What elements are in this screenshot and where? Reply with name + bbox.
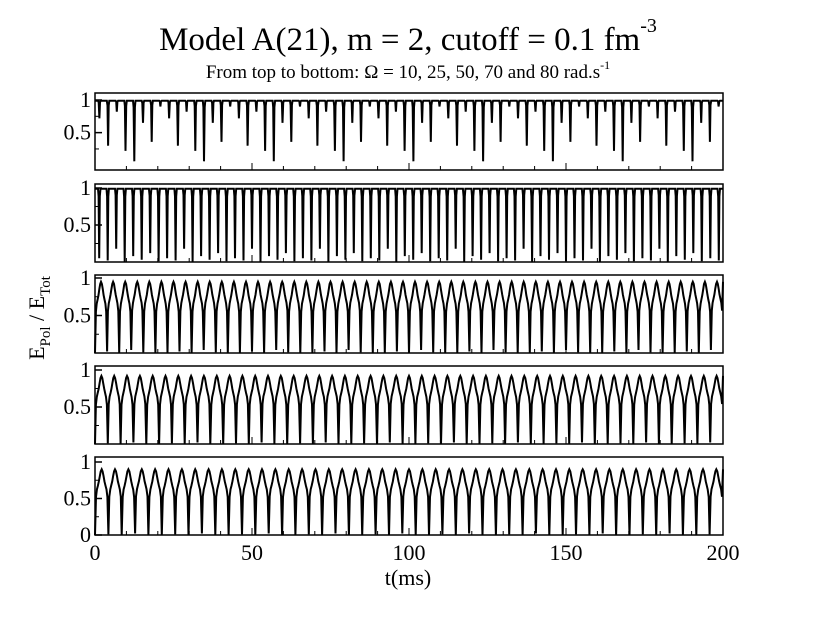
- y-tick-label: 0.5: [64, 394, 92, 419]
- x-axis-label: t(ms): [385, 565, 431, 590]
- x-tick-label: 200: [707, 540, 740, 565]
- panels-group: 10.510.510.510.510.50: [64, 87, 724, 547]
- chart-title: Model A(21), m = 2, cutoff = 0.1 fm-3: [159, 15, 657, 58]
- x-tick-label: 50: [241, 540, 263, 565]
- series-line-3: [94, 279, 724, 354]
- y-tick-label: 1: [80, 265, 91, 290]
- panel-3: 10.5: [64, 265, 724, 354]
- y-tick-label: 0.5: [64, 212, 92, 237]
- x-tick-label: 150: [550, 540, 583, 565]
- x-tick-label: 0: [90, 540, 101, 565]
- y-axis-label: EPol / ETot: [24, 275, 54, 360]
- panel-5: 10.50: [64, 449, 724, 547]
- x-tick-label: 100: [393, 540, 426, 565]
- y-tick-label: 1: [80, 87, 91, 112]
- chart-subtitle: From top to bottom: Ω = 10, 25, 50, 70 a…: [206, 58, 610, 83]
- y-tick-label: 0.5: [64, 303, 92, 328]
- y-tick-label: 0.5: [64, 486, 92, 511]
- series-line-2: [95, 187, 723, 263]
- y-tick-label: 0: [80, 522, 91, 547]
- panel-2: 10.5: [64, 175, 724, 263]
- panel-1: 10.5: [64, 87, 724, 171]
- title-superscript: -3: [640, 15, 657, 37]
- y-tick-label: 0.5: [64, 120, 92, 145]
- series-line-1: [95, 99, 723, 162]
- series-line-5: [94, 466, 724, 536]
- panel-frame: [94, 92, 724, 171]
- y-tick-label: 1: [80, 449, 91, 474]
- x-axis: 0 50 100 150 200: [90, 540, 740, 565]
- y-tick-label: 1: [80, 175, 91, 200]
- series-line-4: [94, 373, 724, 445]
- panel-4: 10.5: [64, 357, 724, 445]
- panel-frame: [94, 183, 724, 263]
- subtitle-superscript: -1: [600, 58, 610, 72]
- y-tick-label: 1: [80, 357, 91, 382]
